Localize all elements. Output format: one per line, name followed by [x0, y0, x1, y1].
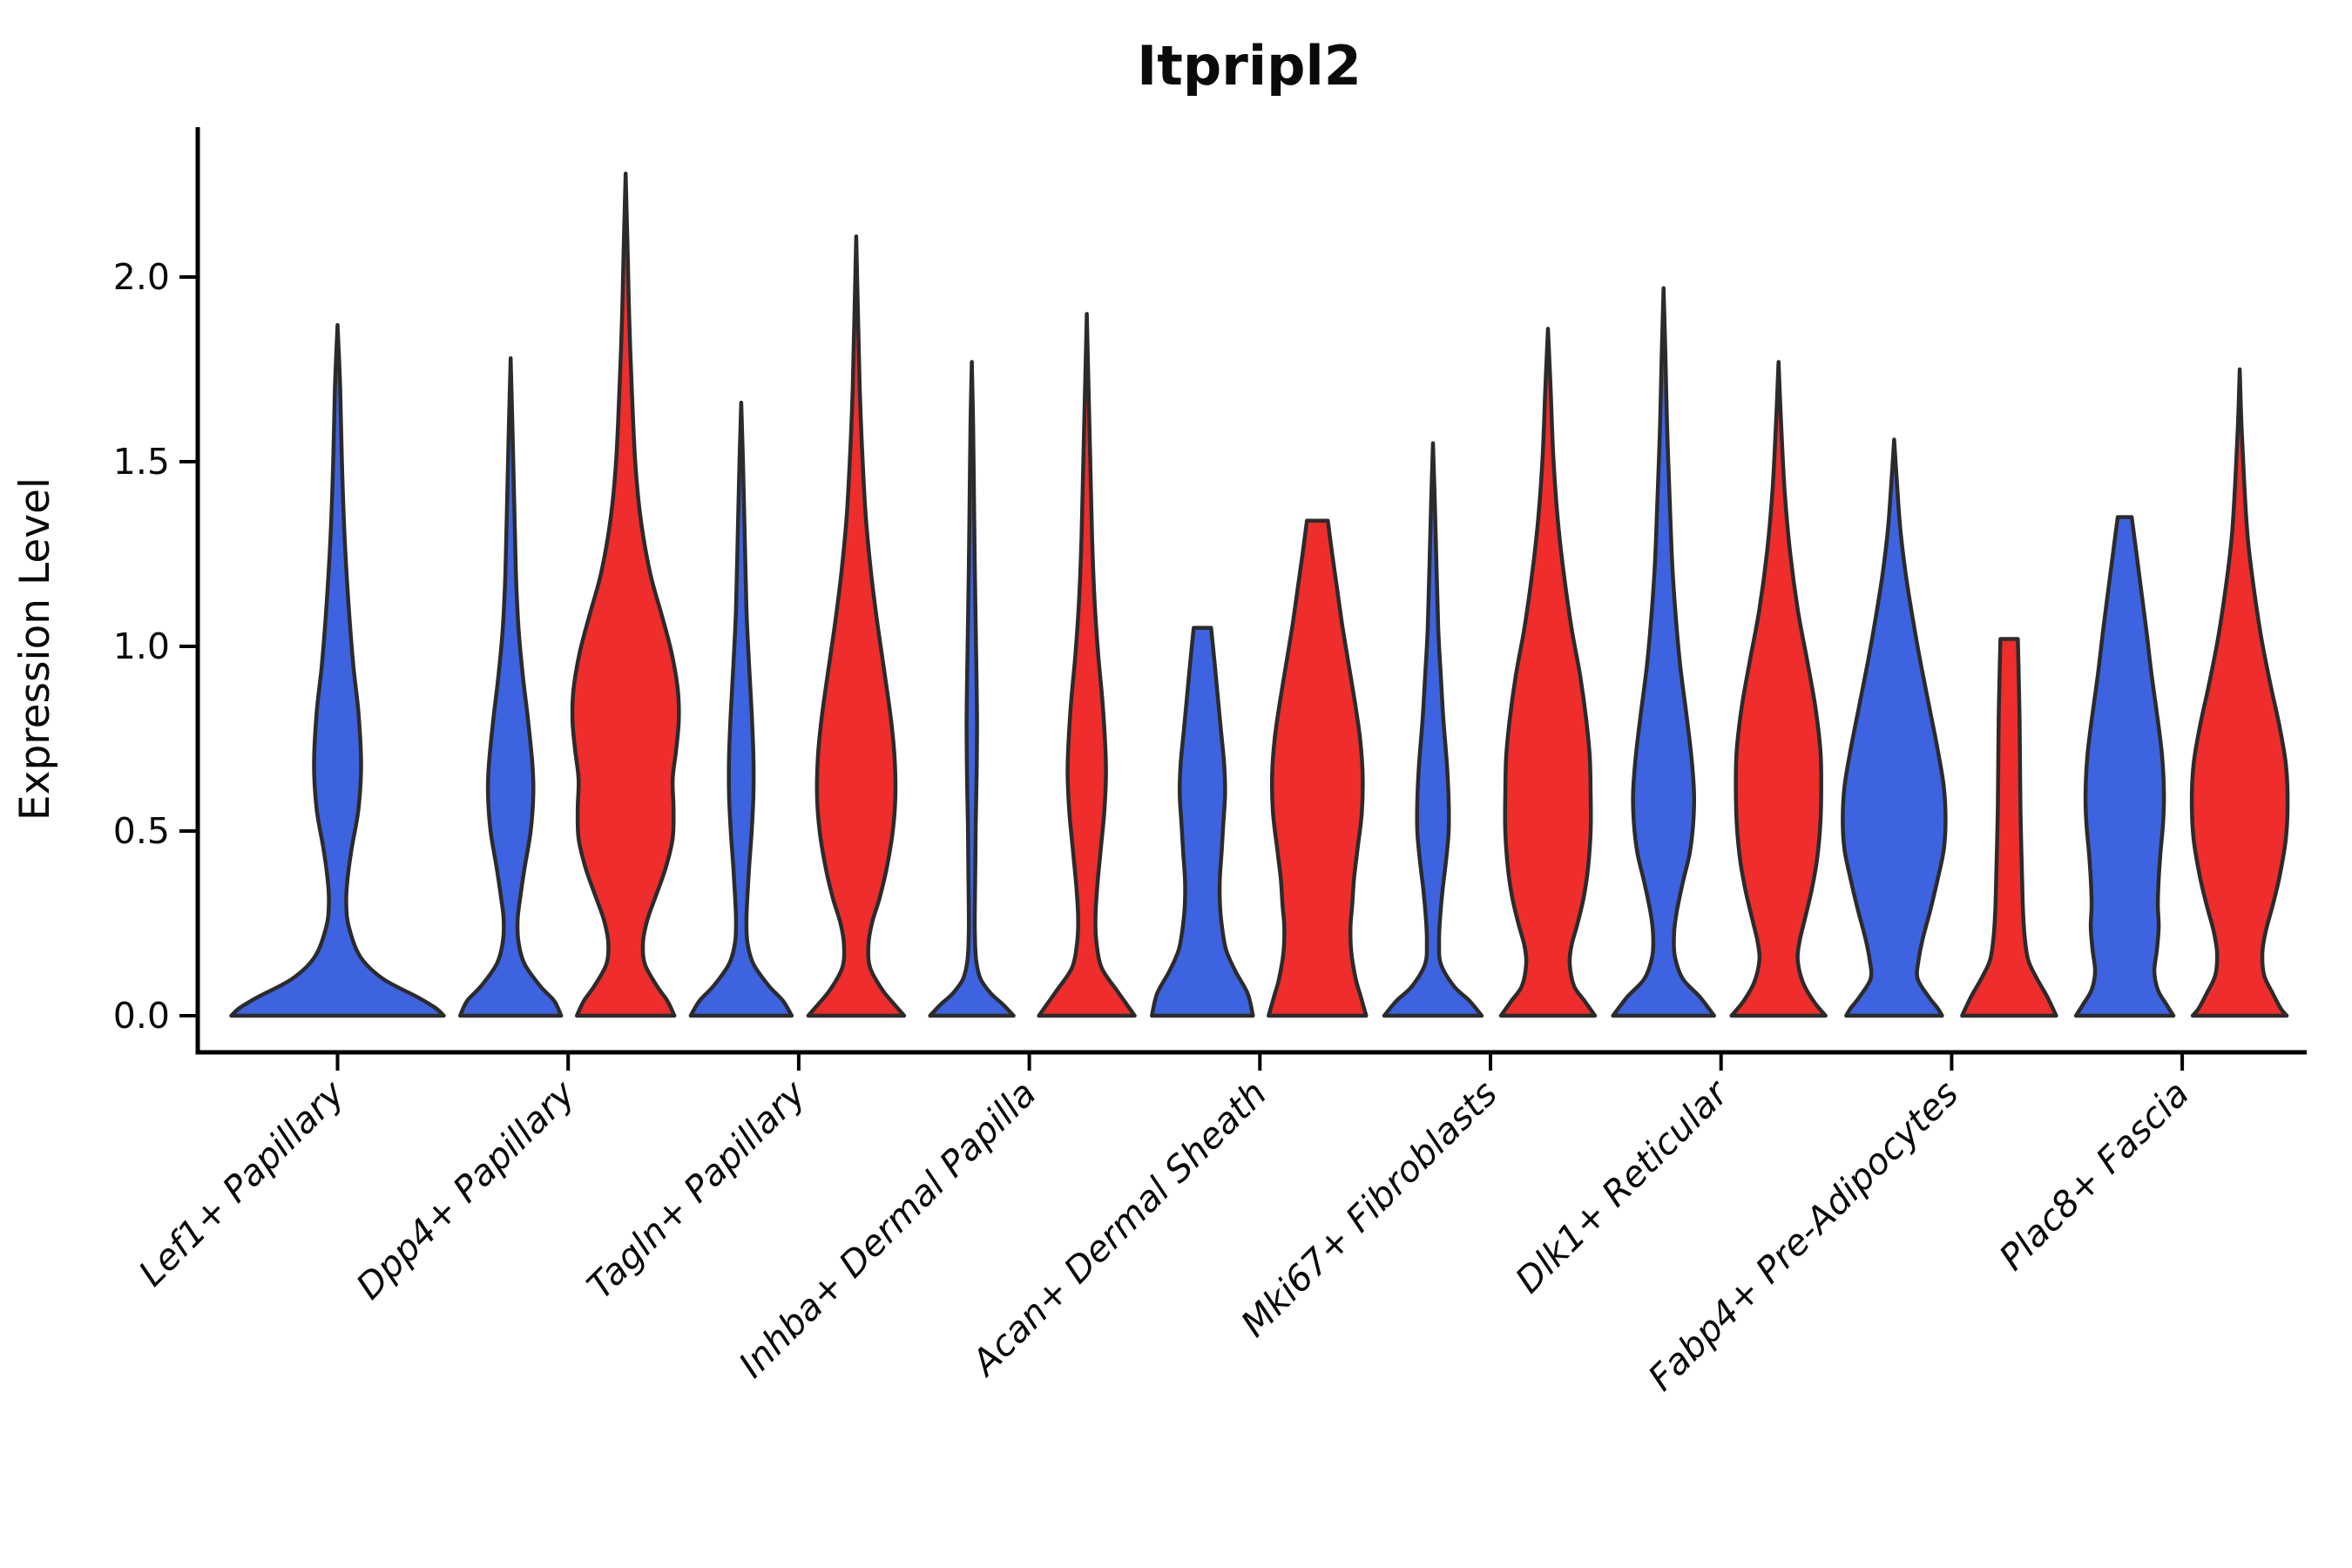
y-tick-label: 1.5 — [113, 441, 170, 483]
violin-inhba-blue — [928, 360, 1016, 1018]
chart-title: Itpripl2 — [1137, 34, 1362, 98]
y-tick-label: 2.0 — [113, 256, 170, 298]
violin-acan-red — [1267, 518, 1369, 1018]
violin-dpp4-blue — [457, 356, 564, 1018]
violin-mki67-blue — [1382, 441, 1484, 1018]
violins-layer — [229, 172, 2290, 1018]
violin-fabp4-blue — [1841, 437, 1948, 1018]
violin-tagln-red — [806, 234, 907, 1018]
x-tick-label: Dlk1+ Reticular — [1507, 1071, 1737, 1301]
y-ticks-layer: 0.0 0.5 1.0 1.5 2.0 — [113, 256, 198, 1037]
violin-inhba-red — [1037, 312, 1137, 1018]
violin-dpp4-red — [570, 172, 681, 1018]
y-tick-label: 1.0 — [113, 625, 170, 667]
violin-acan-blue — [1150, 625, 1255, 1018]
violin-dlk1-red — [1729, 360, 1828, 1018]
violin-plac8-blue — [2073, 515, 2176, 1018]
violin-fabp4-red — [1960, 637, 2058, 1018]
violin-mki67-red — [1498, 327, 1598, 1018]
violin-lef1-blue — [229, 322, 446, 1018]
x-tick-label: Plac8+ Fascia — [1991, 1072, 2197, 1278]
violin-tagln-blue — [688, 400, 794, 1018]
y-tick-label: 0.5 — [113, 810, 170, 852]
violin-plac8-red — [2189, 367, 2290, 1018]
x-tick-label: Tagln+ Papillary — [579, 1072, 814, 1308]
x-tick-label: Lef1+ Papillary — [131, 1072, 353, 1294]
x-tick-label: Dpp4+ Papillary — [348, 1072, 584, 1308]
x-tick-label: Mki67+ Fibroblasts — [1233, 1072, 1505, 1345]
y-tick-label: 0.0 — [113, 995, 170, 1037]
violin-dlk1-blue — [1611, 286, 1716, 1018]
y-axis-label: Expression Level — [11, 477, 59, 821]
